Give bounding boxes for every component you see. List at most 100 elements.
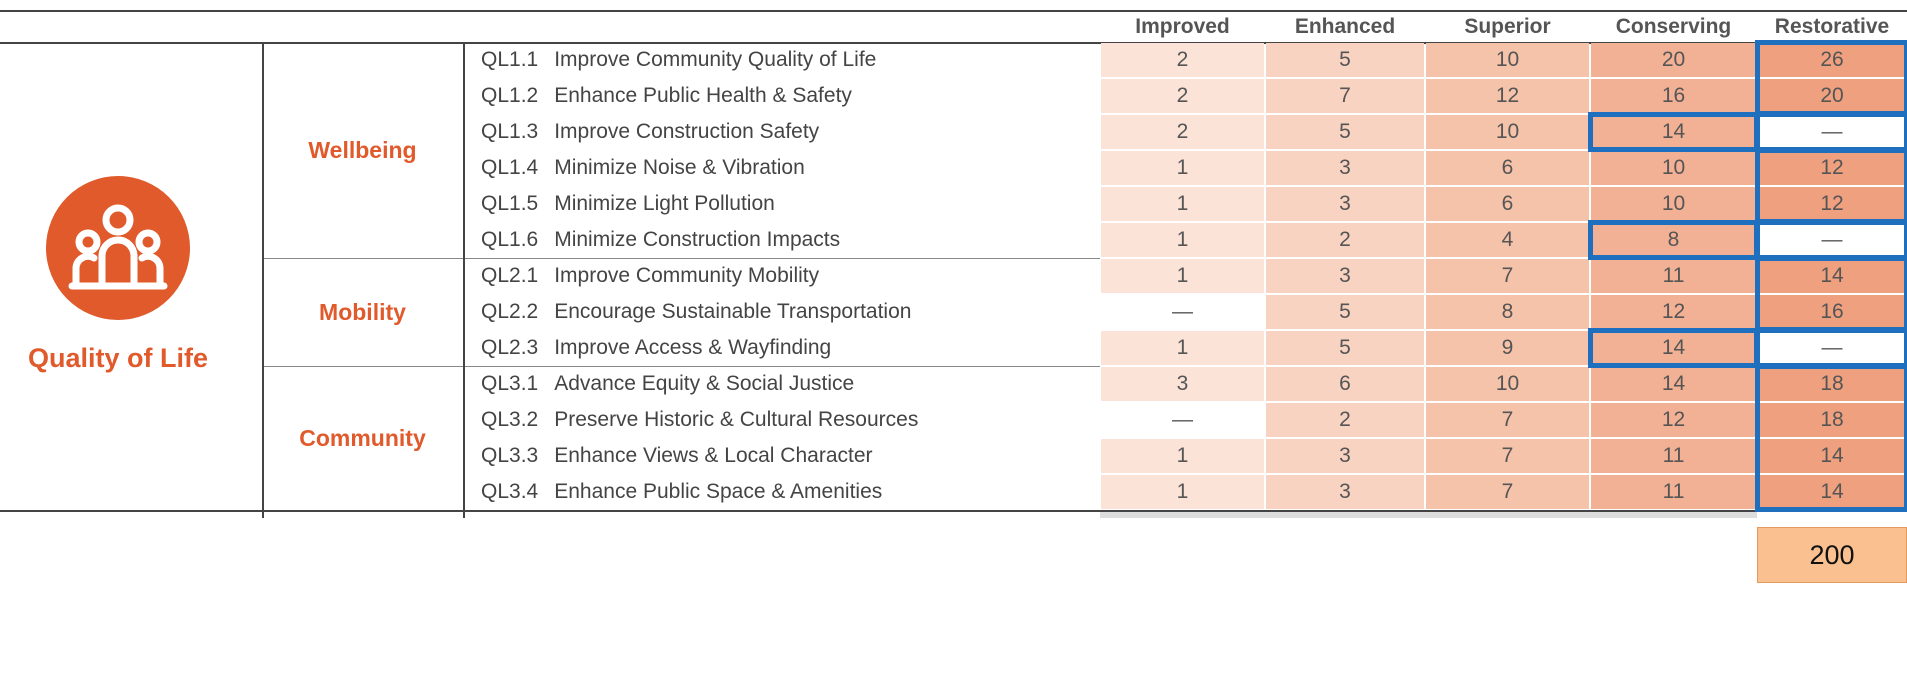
score-cell: 14: [1758, 259, 1906, 293]
score-cell: 9: [1426, 331, 1589, 365]
item-label: QL1.4 Minimize Noise & Vibration: [481, 150, 1100, 186]
score-cell: 5: [1266, 43, 1424, 77]
score-cell: 10: [1426, 367, 1589, 401]
highlight: [1755, 112, 1907, 152]
item-label: QL3.1 Advance Equity & Social Justice: [481, 366, 1100, 402]
column-header: Conserving: [1615, 15, 1732, 38]
item-name: Improve Community Mobility: [554, 264, 820, 287]
score-cell: 16: [1591, 79, 1756, 113]
score-cell: 1: [1101, 439, 1264, 473]
score-cell: —: [1101, 295, 1264, 329]
score-cell: 5: [1266, 331, 1424, 365]
score-cell: 2: [1101, 43, 1264, 77]
icon: [68, 204, 168, 290]
item-label: QL3.3 Enhance Views & Local Character: [481, 438, 1100, 474]
score-cell: 7: [1426, 259, 1589, 293]
item-label: QL3.2 Preserve Historic & Cultural Resour…: [481, 402, 1100, 438]
score-cell: 3: [1266, 475, 1424, 509]
column-header: Improved: [1135, 15, 1230, 38]
item-label: QL1.2 Enhance Public Health & Safety: [481, 78, 1100, 114]
item-name: Preserve Historic & Cultural Resources: [554, 408, 919, 431]
score-cell: 14: [1591, 367, 1756, 401]
score-cell: 14: [1591, 331, 1756, 365]
item-name: Enhance Public Health & Safety: [554, 84, 852, 107]
column-header: Restorative: [1774, 15, 1890, 38]
rule: [0, 10, 1907, 12]
score-cell: 1: [1101, 223, 1264, 257]
rule: [262, 366, 1100, 367]
rule: [262, 42, 264, 518]
score-cell: 18: [1758, 367, 1906, 401]
rule: [262, 258, 1100, 259]
score-cell: 12: [1591, 403, 1756, 437]
item-label: QL1.6 Minimize Construction Impacts: [481, 222, 1100, 258]
score-cell: 1: [1101, 259, 1264, 293]
score-cell: —: [1758, 115, 1906, 149]
rule: [463, 42, 465, 518]
score-cell: 2: [1101, 115, 1264, 149]
score-cell: 6: [1426, 187, 1589, 221]
score-cell: 10: [1591, 151, 1756, 185]
item-code: QL3.3: [481, 444, 539, 467]
item-name: Advance Equity & Social Justice: [554, 372, 855, 395]
item-code: QL1.4: [481, 156, 539, 179]
title: Quality of Life: [27, 342, 208, 373]
item-label: QL2.3 Improve Access & Wayfinding: [481, 330, 1100, 366]
score-cell: 18: [1758, 403, 1906, 437]
score-cell: 1: [1101, 187, 1264, 221]
group-name: Wellbeing: [308, 136, 417, 163]
score-cell: 1: [1101, 151, 1264, 185]
column-header: Superior: [1464, 15, 1551, 38]
item-code: QL2.1: [481, 264, 539, 287]
score-cell: 12: [1758, 151, 1906, 185]
score-cell: 2: [1266, 403, 1424, 437]
icon-circle: [46, 176, 190, 320]
score-cell: 7: [1426, 439, 1589, 473]
score-cell: 6: [1426, 151, 1589, 185]
score-cell: 12: [1591, 295, 1756, 329]
score-cell: 1: [1101, 331, 1264, 365]
item-code: QL3.4: [481, 480, 539, 503]
score-cell: 26: [1758, 43, 1906, 77]
item-name: Improve Access & Wayfinding: [554, 336, 832, 359]
highlight: [1755, 148, 1907, 224]
score-cell: 20: [1758, 79, 1906, 113]
score-cell: 1: [1101, 475, 1264, 509]
item-name: Enhance Views & Local Character: [554, 444, 873, 467]
score-cell: 3: [1266, 259, 1424, 293]
score-cell: 10: [1426, 115, 1589, 149]
rule: [0, 510, 1907, 512]
score-cell: 12: [1758, 187, 1906, 221]
score-cell: 14: [1758, 439, 1906, 473]
item-label: QL1.1 Improve Community Quality of Life: [481, 42, 1100, 78]
column-header: Enhanced: [1294, 15, 1396, 38]
score-cell: 2: [1266, 223, 1424, 257]
score-cell: 20: [1591, 43, 1756, 77]
score-cell: 12: [1426, 79, 1589, 113]
score-cell: 3: [1101, 367, 1264, 401]
highlight: [1755, 256, 1907, 332]
score-cell: 14: [1591, 115, 1756, 149]
item-code: QL2.3: [481, 336, 539, 359]
score-cell: 10: [1591, 187, 1756, 221]
group-name: Community: [299, 424, 426, 451]
score-cell: 3: [1266, 187, 1424, 221]
item-code: QL2.2: [481, 300, 539, 323]
highlight: [1755, 328, 1907, 368]
item-label: QL2.2 Encourage Sustainable Transportatio…: [481, 294, 1100, 330]
highlight: [1588, 220, 1759, 260]
score-cell: 11: [1591, 439, 1756, 473]
highlight: [1588, 328, 1759, 368]
item-label: QL1.5 Minimize Light Pollution: [481, 186, 1100, 222]
score-cell: 5: [1266, 295, 1424, 329]
item-code: QL1.3: [481, 120, 539, 143]
highlight: [1755, 364, 1907, 512]
score-cell: 14: [1758, 475, 1906, 509]
item-name: Improve Community Quality of Life: [554, 48, 877, 71]
item-label: QL1.3 Improve Construction Safety: [481, 114, 1100, 150]
item-name: Improve Construction Safety: [554, 120, 820, 143]
strip: [1100, 512, 1757, 518]
item-code: QL1.6: [481, 228, 539, 251]
item-label: QL3.4 Enhance Public Space & Amenities: [481, 474, 1100, 510]
